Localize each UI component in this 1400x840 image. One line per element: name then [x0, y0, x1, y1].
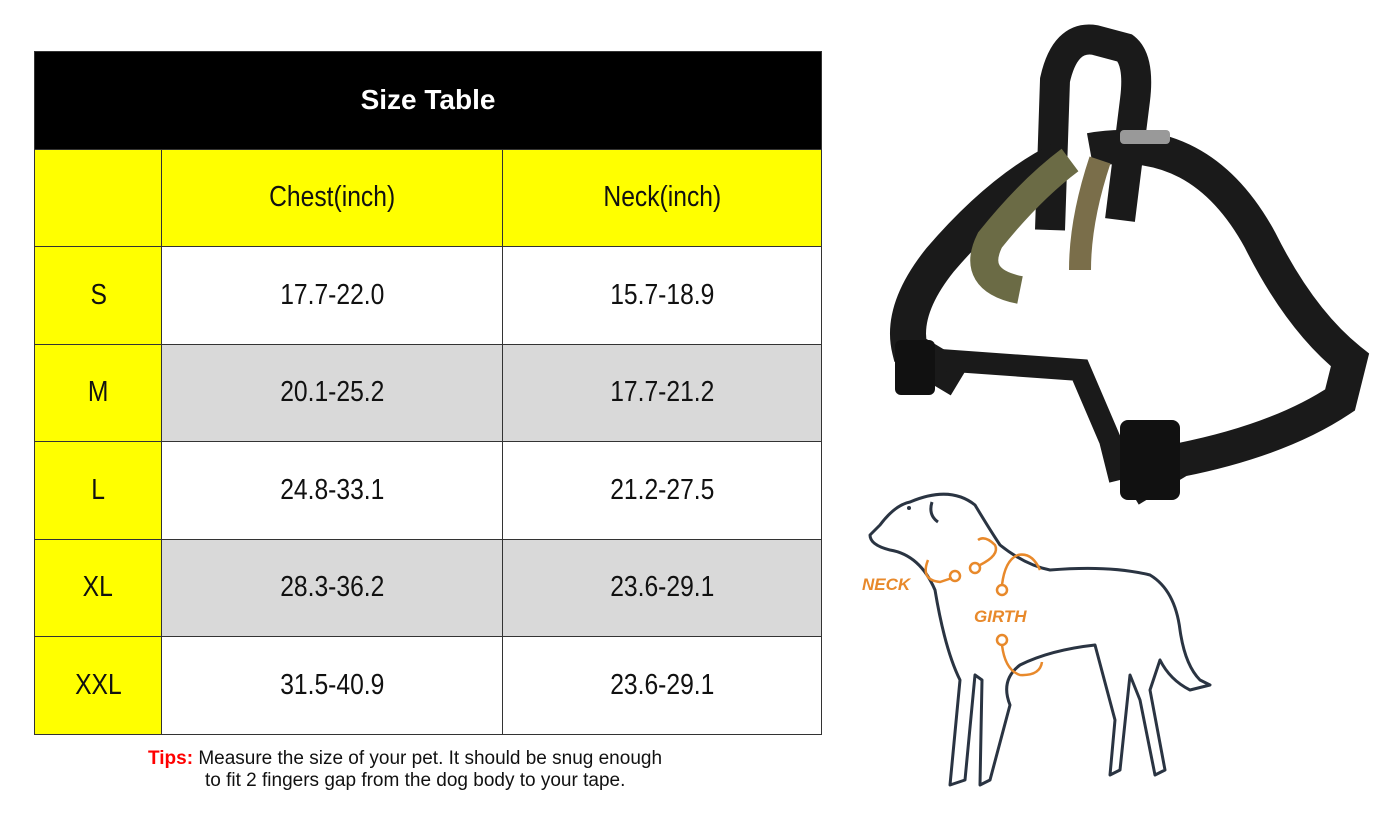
- buckle-icon: [895, 340, 935, 395]
- size-cell: XL: [33, 538, 163, 637]
- dog-ear: [929, 501, 939, 524]
- size-table: Size Table Chest(inch) Neck(inch) S 17.7…: [33, 51, 822, 735]
- neck-cell: 21.2-27.5: [502, 441, 822, 540]
- chest-cell: 17.7-22.0: [161, 246, 504, 345]
- tips-line-1: Measure the size of your pet. It should …: [198, 748, 663, 769]
- chest-cell: 20.1-25.2: [161, 343, 504, 442]
- chest-cell: 24.8-33.1: [161, 441, 504, 540]
- table-row: XXL 31.5-40.9 23.6-29.1: [33, 636, 822, 735]
- size-cell: S: [33, 246, 163, 345]
- header-neck: Neck(inch): [502, 148, 822, 247]
- neck-label: NECK: [862, 575, 912, 594]
- size-cell: L: [33, 441, 163, 540]
- measurement-lines: [924, 537, 1044, 677]
- d-ring-icon: [1120, 130, 1170, 144]
- tips-text: Tips: Measure the size of your pet. It s…: [148, 748, 662, 792]
- size-cell: M: [33, 343, 163, 442]
- neck-cell: 23.6-29.1: [502, 538, 822, 637]
- dog-measurement-diagram: NECK GIRTH: [862, 492, 1212, 787]
- header-chest: Chest(inch): [161, 148, 504, 247]
- table-row: L 24.8-33.1 21.2-27.5: [33, 441, 822, 540]
- header-row: Chest(inch) Neck(inch): [33, 148, 822, 247]
- table-row: XL 28.3-36.2 23.6-29.1: [33, 538, 822, 637]
- chest-cell: 28.3-36.2: [161, 538, 504, 637]
- tips-line-2: to fit 2 fingers gap from the dog body t…: [205, 770, 626, 791]
- girth-label: GIRTH: [974, 607, 1027, 626]
- tips-label: Tips:: [148, 748, 194, 769]
- harness-image: [890, 24, 1370, 505]
- size-cell: XXL: [33, 636, 163, 735]
- table-title: Size Table: [34, 51, 822, 150]
- table-row: S 17.7-22.0 15.7-18.9: [33, 246, 822, 345]
- table-row: M 20.1-25.2 17.7-21.2: [33, 343, 822, 442]
- header-size: [33, 148, 163, 247]
- chest-cell: 31.5-40.9: [161, 636, 504, 735]
- neck-cell: 23.6-29.1: [502, 636, 822, 735]
- buckle-icon: [1120, 420, 1180, 500]
- neck-cell: 17.7-21.2: [502, 343, 822, 442]
- neck-cell: 15.7-18.9: [502, 246, 822, 345]
